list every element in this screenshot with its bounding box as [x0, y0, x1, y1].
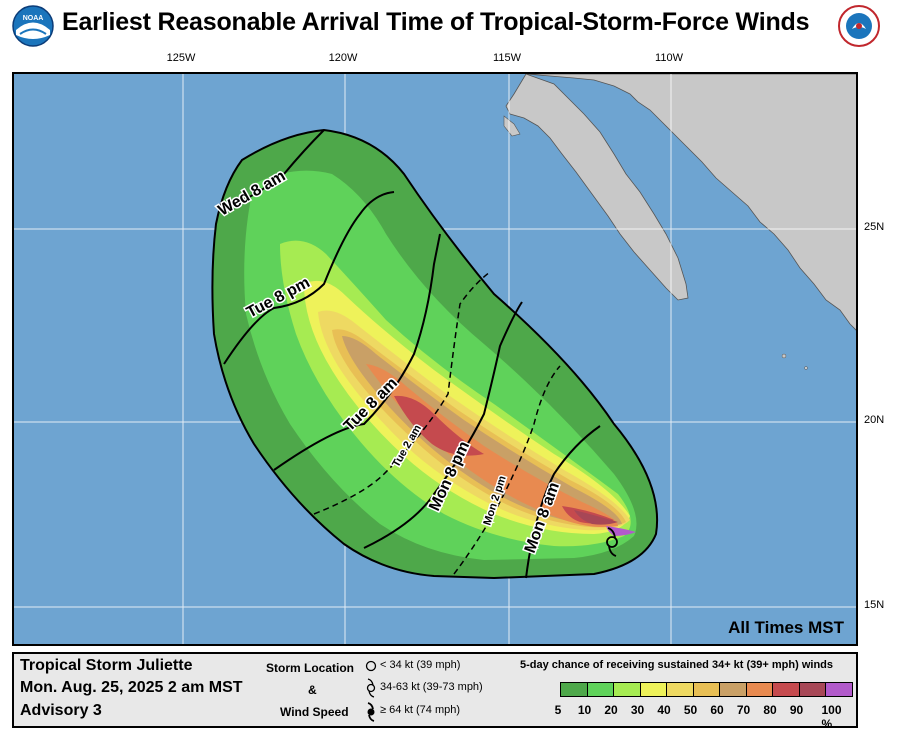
prob-70 — [366, 364, 618, 528]
storm-name: Tropical Storm Juliette — [20, 657, 193, 674]
colorbar-swatch-0 — [560, 682, 588, 697]
colorbar-swatch-2 — [613, 682, 641, 697]
lat-label-15n: 15N — [864, 599, 885, 611]
colorbar-label-1: 10 — [577, 703, 592, 717]
page-title: Earliest Reasonable Arrival Time of Trop… — [62, 8, 810, 36]
legend-symbol-text-hurricane: ≥ 64 kt (74 mph) — [380, 704, 461, 716]
prob-90 — [574, 510, 618, 525]
contour-tue-8am — [273, 233, 441, 471]
colorbar-label-4: 40 — [657, 703, 671, 717]
land-baja-mainland — [525, 74, 856, 331]
contour-mon-2pm — [453, 365, 561, 575]
lon-label-115w: 115W — [493, 52, 521, 64]
arrival-contours — [219, 129, 601, 579]
colorbar-label-2: 20 — [604, 703, 618, 717]
colorbar-swatch-1 — [586, 682, 614, 697]
outer-boundary — [211, 128, 659, 580]
lon-label-110w: 110W — [655, 52, 683, 64]
colorbar-swatch-10 — [825, 682, 853, 697]
colorbar-label-0: 5 — [554, 703, 562, 717]
legend-footer: Tropical Storm Juliette Mon. Aug. 25, 20… — [12, 652, 858, 731]
hurricane-icon — [367, 702, 375, 722]
colorbar-swatch-5 — [692, 682, 720, 697]
contour-mon-8am — [525, 425, 601, 579]
colorbar-label-3: 30 — [630, 703, 645, 717]
contour-wed-8am — [219, 129, 325, 211]
lon-label-120w: 120W — [328, 52, 358, 64]
tropical-storm-icon — [606, 527, 618, 557]
colorbar-swatch-9 — [798, 682, 826, 697]
colorbar-swatch-3 — [639, 682, 667, 697]
tropical-storm-icon — [366, 678, 376, 698]
legend-wind-speed-label: Wind Speed — [280, 705, 349, 719]
contour-tue-2am — [313, 271, 491, 515]
lat-label-20n: 20N — [864, 414, 885, 426]
legend-symbol-text-weak: < 34 kt (39 mph) — [380, 659, 461, 671]
map-panel: Mon 8 am Mon 2 pm Mon 8 pm Tue 2 am Tue … — [12, 72, 858, 646]
colorbar-label-8: 80 — [763, 703, 777, 717]
advisory-time: Mon. Aug. 25, 2025 2 am MST — [20, 679, 243, 696]
legend-symbols — [365, 660, 377, 722]
open-circle-icon — [365, 660, 377, 672]
colorbar-swatch-6 — [719, 682, 747, 697]
legend-symbol-text-ts: 34-63 kt (39-73 mph) — [380, 681, 483, 693]
colorbar-title: 5-day chance of receiving sustained 34+ … — [520, 659, 833, 671]
colorbar-swatch-4 — [666, 682, 694, 697]
nws-logo-icon — [838, 5, 880, 47]
prob-80 — [394, 395, 614, 524]
colorbar-swatch-7 — [745, 682, 773, 697]
contour-tue-8pm — [223, 191, 395, 365]
header: NOAA Earliest Reasonable Arrival Time of… — [0, 0, 897, 50]
noaa-logo-text: NOAA — [23, 15, 44, 22]
legend-ampersand-label: & — [308, 683, 317, 697]
legend-storm-location-label: Storm Location — [266, 661, 355, 675]
probability-map: Mon 8 am Mon 2 pm Mon 8 pm Tue 2 am Tue … — [14, 74, 856, 644]
colorbar-label-7: 70 — [736, 703, 751, 717]
colorbar-label-5: 50 — [683, 703, 698, 717]
land-baja-peninsula — [505, 74, 689, 301]
lat-label-25n: 25N — [864, 221, 885, 233]
contour-mon-8pm — [363, 301, 523, 549]
advisory-number: Advisory 3 — [20, 702, 102, 719]
noaa-logo-icon: NOAA — [12, 5, 54, 47]
lon-label-125w: 125W — [166, 52, 196, 64]
colorbar-label-9: 90 — [789, 703, 804, 717]
all-times-note: All Times MST — [728, 618, 844, 637]
colorbar-swatch-8 — [772, 682, 800, 697]
colorbar-label-10: 100 % — [821, 703, 842, 731]
colorbar-label-6: 60 — [710, 703, 724, 717]
